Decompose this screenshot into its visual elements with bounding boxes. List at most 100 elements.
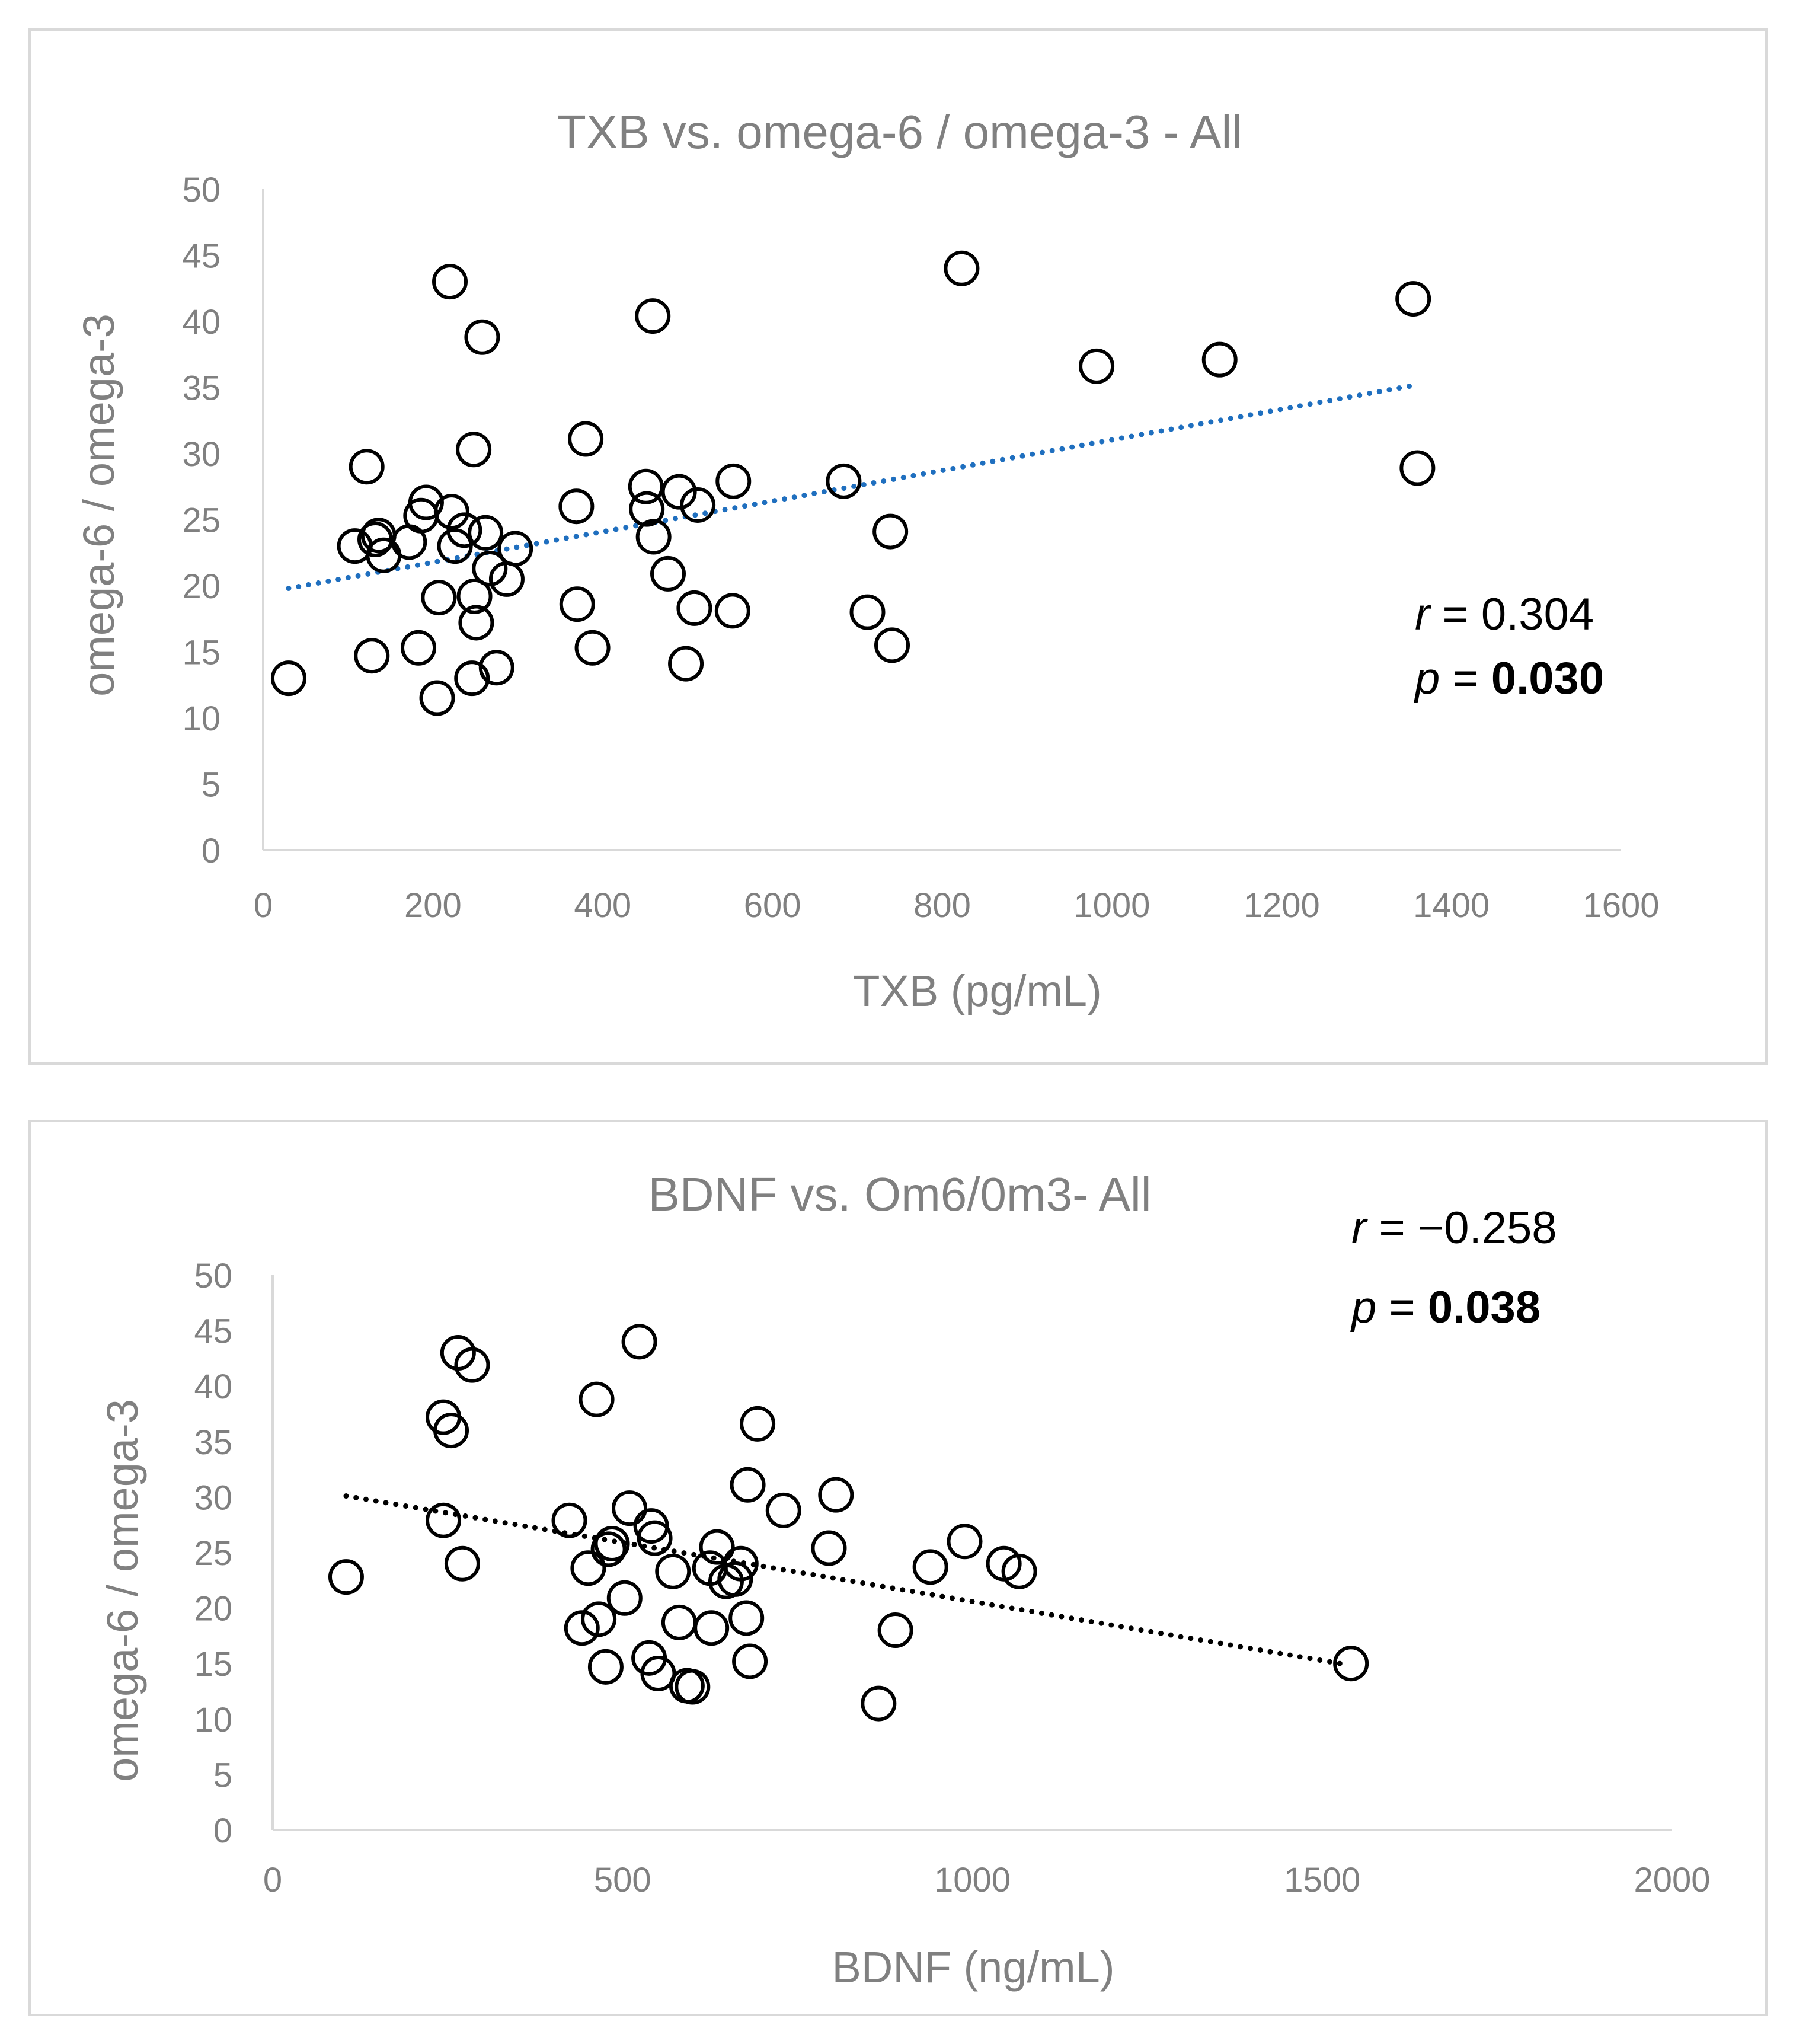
data-point: [635, 519, 672, 555]
data-point: [570, 1550, 606, 1586]
data-point: [606, 1580, 643, 1616]
y-tick-label: 45: [182, 237, 220, 276]
data-point: [861, 1685, 897, 1722]
data-point: [717, 1561, 753, 1597]
chart-txb-frame: TXB vs. omega-6 / omega-3 - All 0 200 400 6…: [28, 28, 1768, 1065]
x-tick-label: 500: [594, 1861, 651, 1899]
y-tick-label: 15: [194, 1645, 232, 1684]
data-point: [728, 1600, 765, 1636]
data-point: [1201, 341, 1238, 378]
chart-title: TXB vs. omega-6 / omega-3 - All: [557, 106, 1242, 158]
data-point: [354, 638, 390, 674]
y-tick-label: 40: [182, 303, 220, 341]
x-tick-label: 1000: [934, 1861, 1011, 1899]
x-tick-label: 1500: [1284, 1861, 1360, 1899]
y-tick-label: 25: [194, 1534, 232, 1573]
y-tick-label: 50: [182, 171, 220, 209]
data-point: [811, 1530, 847, 1566]
y-tick-label: 25: [182, 502, 220, 540]
x-tick-label: 0: [263, 1861, 282, 1899]
data-point: [947, 1524, 983, 1560]
data-point: [468, 515, 504, 551]
data-point: [715, 463, 752, 499]
data-point: [579, 1381, 615, 1417]
data-point: [912, 1549, 948, 1585]
data-point: [568, 421, 604, 457]
data-point: [714, 593, 750, 629]
x-tick-label: 2000: [1634, 1861, 1710, 1899]
y-axis-title: omega-6 / omega-3: [98, 1399, 147, 1782]
data-point: [433, 494, 469, 530]
data-point: [765, 1492, 801, 1528]
p-statistic: p = 0.038: [1350, 1282, 1540, 1333]
y-tick-label: 15: [182, 634, 220, 672]
p-statistic: p = 0.030: [1414, 653, 1604, 704]
data-point: [1001, 1553, 1037, 1589]
data-point: [872, 513, 909, 550]
x-tick-label: 200: [404, 886, 462, 925]
data-point: [456, 578, 493, 614]
data-point: [1079, 348, 1115, 384]
y-tick-label: 45: [194, 1312, 232, 1351]
data-point: [472, 551, 508, 587]
data-point: [446, 512, 482, 548]
data-point: [612, 1490, 648, 1526]
data-point: [849, 594, 886, 630]
data-point: [426, 1502, 462, 1538]
data-point: [349, 449, 385, 485]
chart-txb: TXB vs. omega-6 / omega-3 - All 0 200 400 6…: [74, 106, 1660, 1015]
data-point: [270, 660, 306, 697]
data-point: [1399, 450, 1436, 486]
y-tick-label: 0: [213, 1812, 232, 1850]
data-point: [497, 531, 533, 567]
data-point: [680, 487, 716, 523]
data-point: [621, 1324, 657, 1360]
data-point: [629, 491, 665, 527]
trendline: [286, 382, 1420, 591]
data-point: [675, 1669, 711, 1705]
y-tick-label: 35: [182, 369, 220, 408]
data-point: [1395, 281, 1431, 317]
trendline: [343, 1493, 1350, 1668]
data-point: [564, 1610, 600, 1646]
data-point: [444, 1545, 480, 1582]
data-point: [433, 1413, 469, 1449]
x-tick-label: 1200: [1244, 886, 1320, 925]
y-tick-label: 5: [213, 1756, 232, 1794]
data-point: [478, 650, 514, 686]
data-point: [730, 1467, 766, 1503]
data-point: [594, 1526, 630, 1562]
y-tick-label: 40: [194, 1368, 232, 1406]
y-tick-label: 35: [194, 1423, 232, 1462]
data-point: [655, 1553, 691, 1589]
data-point: [740, 1406, 776, 1442]
data-point: [661, 474, 697, 510]
r-statistic: r = 0.304: [1415, 589, 1594, 640]
y-tick-label: 10: [182, 700, 220, 738]
y-tick-label: 50: [194, 1257, 232, 1295]
x-tick-label: 1600: [1583, 886, 1659, 925]
data-point: [877, 1612, 913, 1649]
x-axis-title: TXB (pg/mL): [853, 966, 1101, 1015]
y-tick-label: 20: [182, 567, 220, 606]
x-tick-label: 1000: [1073, 886, 1150, 925]
data-point: [1333, 1646, 1369, 1682]
x-tick-label: 800: [913, 886, 971, 925]
chart-bdnf: BDNF vs. Om6/0m3- All 0 500 1000 1500 2000 0 5…: [98, 1168, 1711, 1992]
y-tick-label: 30: [182, 435, 220, 474]
x-tick-label: 0: [254, 886, 273, 925]
data-point: [421, 580, 457, 616]
chart-title: BDNF vs. Om6/0m3- All: [648, 1168, 1151, 1221]
data-point: [574, 630, 611, 666]
y-axis-title: omega-6 / omega-3: [74, 314, 123, 697]
data-point: [628, 468, 664, 504]
data-point: [699, 1529, 735, 1565]
data-point: [723, 1545, 759, 1582]
data-point: [676, 590, 712, 626]
data-point: [551, 1502, 587, 1538]
data-point: [818, 1477, 854, 1513]
x-tick-label: 1400: [1413, 886, 1490, 925]
data-point: [590, 1531, 627, 1567]
data-point: [401, 630, 437, 666]
data-point: [874, 627, 910, 663]
